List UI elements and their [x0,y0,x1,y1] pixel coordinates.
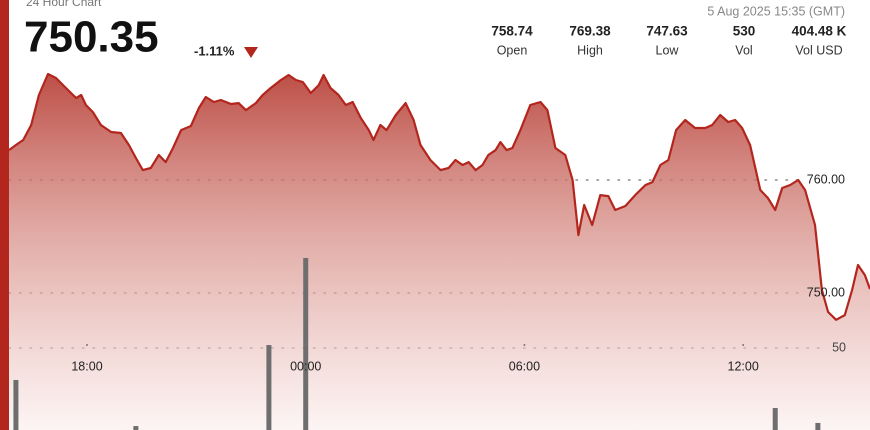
x-tick-label: 18:00 [71,359,102,373]
price: 750.35 [24,13,159,62]
y2-tick-label: 50 [832,340,846,354]
price-area [9,74,870,430]
volume-bar [266,345,272,430]
stat-value: 404.48 K [792,24,847,39]
volume-bar [772,408,778,430]
price-line [8,72,870,321]
stat-value: 747.63 [646,24,688,39]
volume-bar [815,422,821,430]
stat-value: 758.74 [491,24,533,39]
volume-bar [133,426,139,430]
chart-title: 24 Hour Chart [26,0,102,9]
stat-label: Low [656,43,680,57]
accent-bar [0,0,9,430]
x-tick [304,344,307,346]
volume-bar [303,257,309,430]
stat-label: Vol USD [795,43,842,57]
stat-value: 769.38 [569,24,611,39]
stat-value: 530 [733,24,756,39]
x-tick [742,344,745,346]
x-tick-label: 06:00 [509,359,540,373]
y-tick-label: 760.00 [807,172,845,186]
plot-area [8,72,870,430]
y-tick-label: 750.00 [807,285,845,299]
x-tick [523,344,526,346]
stat-label: High [577,43,603,57]
x-tick [86,344,89,346]
x-tick-label: 12:00 [728,359,759,373]
change: -1.11% [194,43,235,58]
stat-label: Vol [735,43,752,57]
down-arrow [244,47,258,58]
x-tick-label: 00:00 [290,359,321,373]
timestamp: 5 Aug 2025 15:35 (GMT) [707,4,845,18]
volume-bar [13,379,19,430]
stat-label: Open [497,43,528,57]
